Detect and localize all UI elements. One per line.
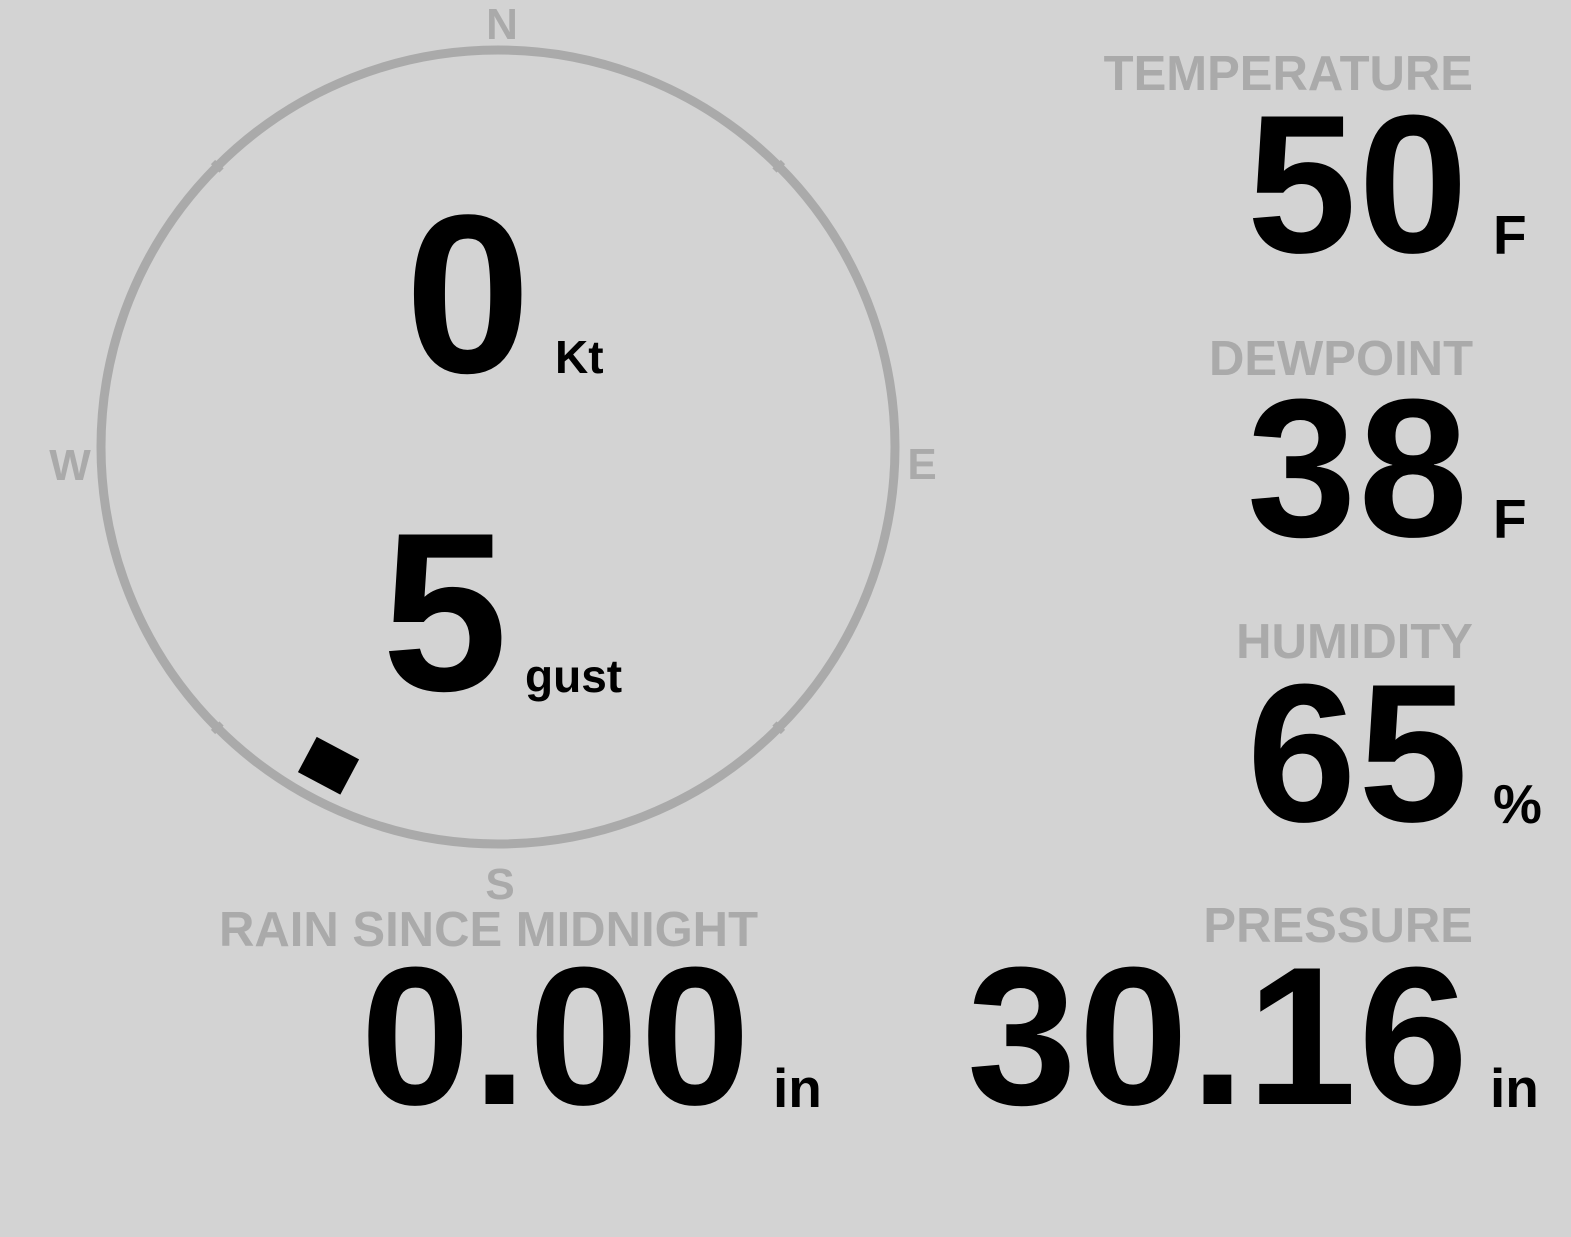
compass-tick [772, 721, 786, 735]
humidity-value: 65 [1246, 643, 1470, 863]
compass-tick [210, 159, 224, 173]
compass-west-label: W [49, 441, 91, 490]
dewpoint-unit: F [1493, 488, 1527, 550]
pressure-value: 30.16 [967, 926, 1470, 1146]
temperature-label: TEMPERATURE [1103, 47, 1473, 101]
compass-east-label: E [907, 440, 937, 489]
pressure-label: PRESSURE [1203, 899, 1473, 953]
temperature-value: 50 [1246, 74, 1470, 294]
wind-direction-marker [297, 736, 360, 795]
dewpoint-label: DEWPOINT [1208, 332, 1473, 386]
rain-value: 0.00 [360, 926, 752, 1146]
dewpoint-value: 38 [1246, 358, 1470, 578]
rain-unit: in [773, 1057, 822, 1119]
temperature-unit: F [1493, 204, 1527, 266]
humidity-unit: % [1493, 773, 1542, 835]
humidity-label: HUMIDITY [1236, 615, 1473, 669]
wind-gust-value: 5 [382, 485, 508, 738]
compass-north-label: N [486, 0, 518, 49]
wind-speed-unit: Kt [555, 331, 604, 383]
wind-gust-unit: gust [525, 650, 623, 702]
compass-tick [772, 159, 786, 173]
rain-label: RAIN SINCE MIDNIGHT [219, 903, 758, 957]
pressure-unit: in [1490, 1057, 1539, 1119]
compass-ring [96, 45, 900, 849]
wind-speed-value: 0 [405, 167, 531, 420]
compass-tick [210, 721, 224, 735]
compass-south-label: S [485, 860, 515, 909]
